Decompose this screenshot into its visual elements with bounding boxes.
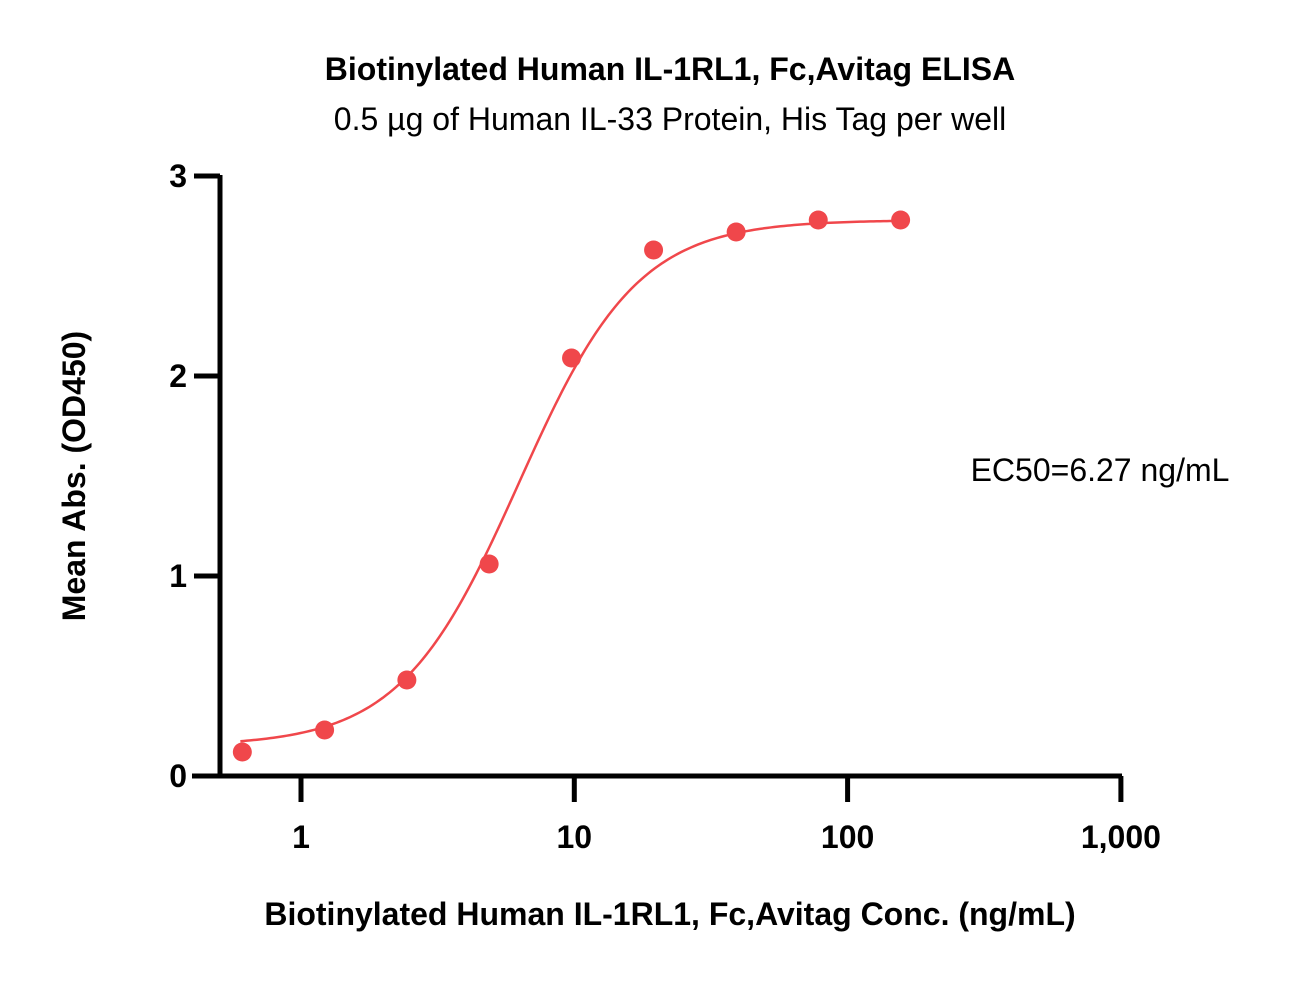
- x-tick-label: 10: [557, 819, 593, 855]
- x-axis-ticks: 1 10 100 1,000: [292, 776, 1161, 855]
- y-axis-title: Mean Abs. (OD450): [56, 331, 92, 621]
- data-point: [562, 348, 582, 368]
- data-point: [315, 720, 335, 740]
- data-point: [397, 670, 417, 690]
- data-point: [726, 222, 746, 242]
- data-point: [232, 742, 252, 762]
- plot-area: [232, 210, 911, 762]
- y-axis-ticks: 0 1 2 3: [169, 158, 220, 794]
- data-point: [479, 554, 499, 574]
- y-tick-label: 1: [169, 558, 187, 594]
- data-points: [232, 210, 911, 762]
- data-point: [808, 210, 828, 230]
- y-tick-label: 2: [169, 358, 187, 394]
- chart-title: Biotinylated Human IL-1RL1, Fc,Avitag EL…: [325, 51, 1015, 87]
- ec50-annotation: EC50=6.27 ng/mL: [971, 452, 1230, 488]
- chart-subtitle: 0.5 µg of Human IL-33 Protein, His Tag p…: [334, 101, 1006, 137]
- y-tick-label: 0: [169, 758, 187, 794]
- data-point: [891, 210, 911, 230]
- x-tick-label: 1,000: [1081, 819, 1161, 855]
- y-tick-label: 3: [169, 158, 187, 194]
- x-axis-title: Biotinylated Human IL-1RL1, Fc,Avitag Co…: [264, 896, 1075, 932]
- fit-curve: [240, 219, 904, 743]
- x-tick-label: 1: [292, 819, 310, 855]
- x-tick-label: 100: [821, 819, 874, 855]
- data-point: [644, 240, 664, 260]
